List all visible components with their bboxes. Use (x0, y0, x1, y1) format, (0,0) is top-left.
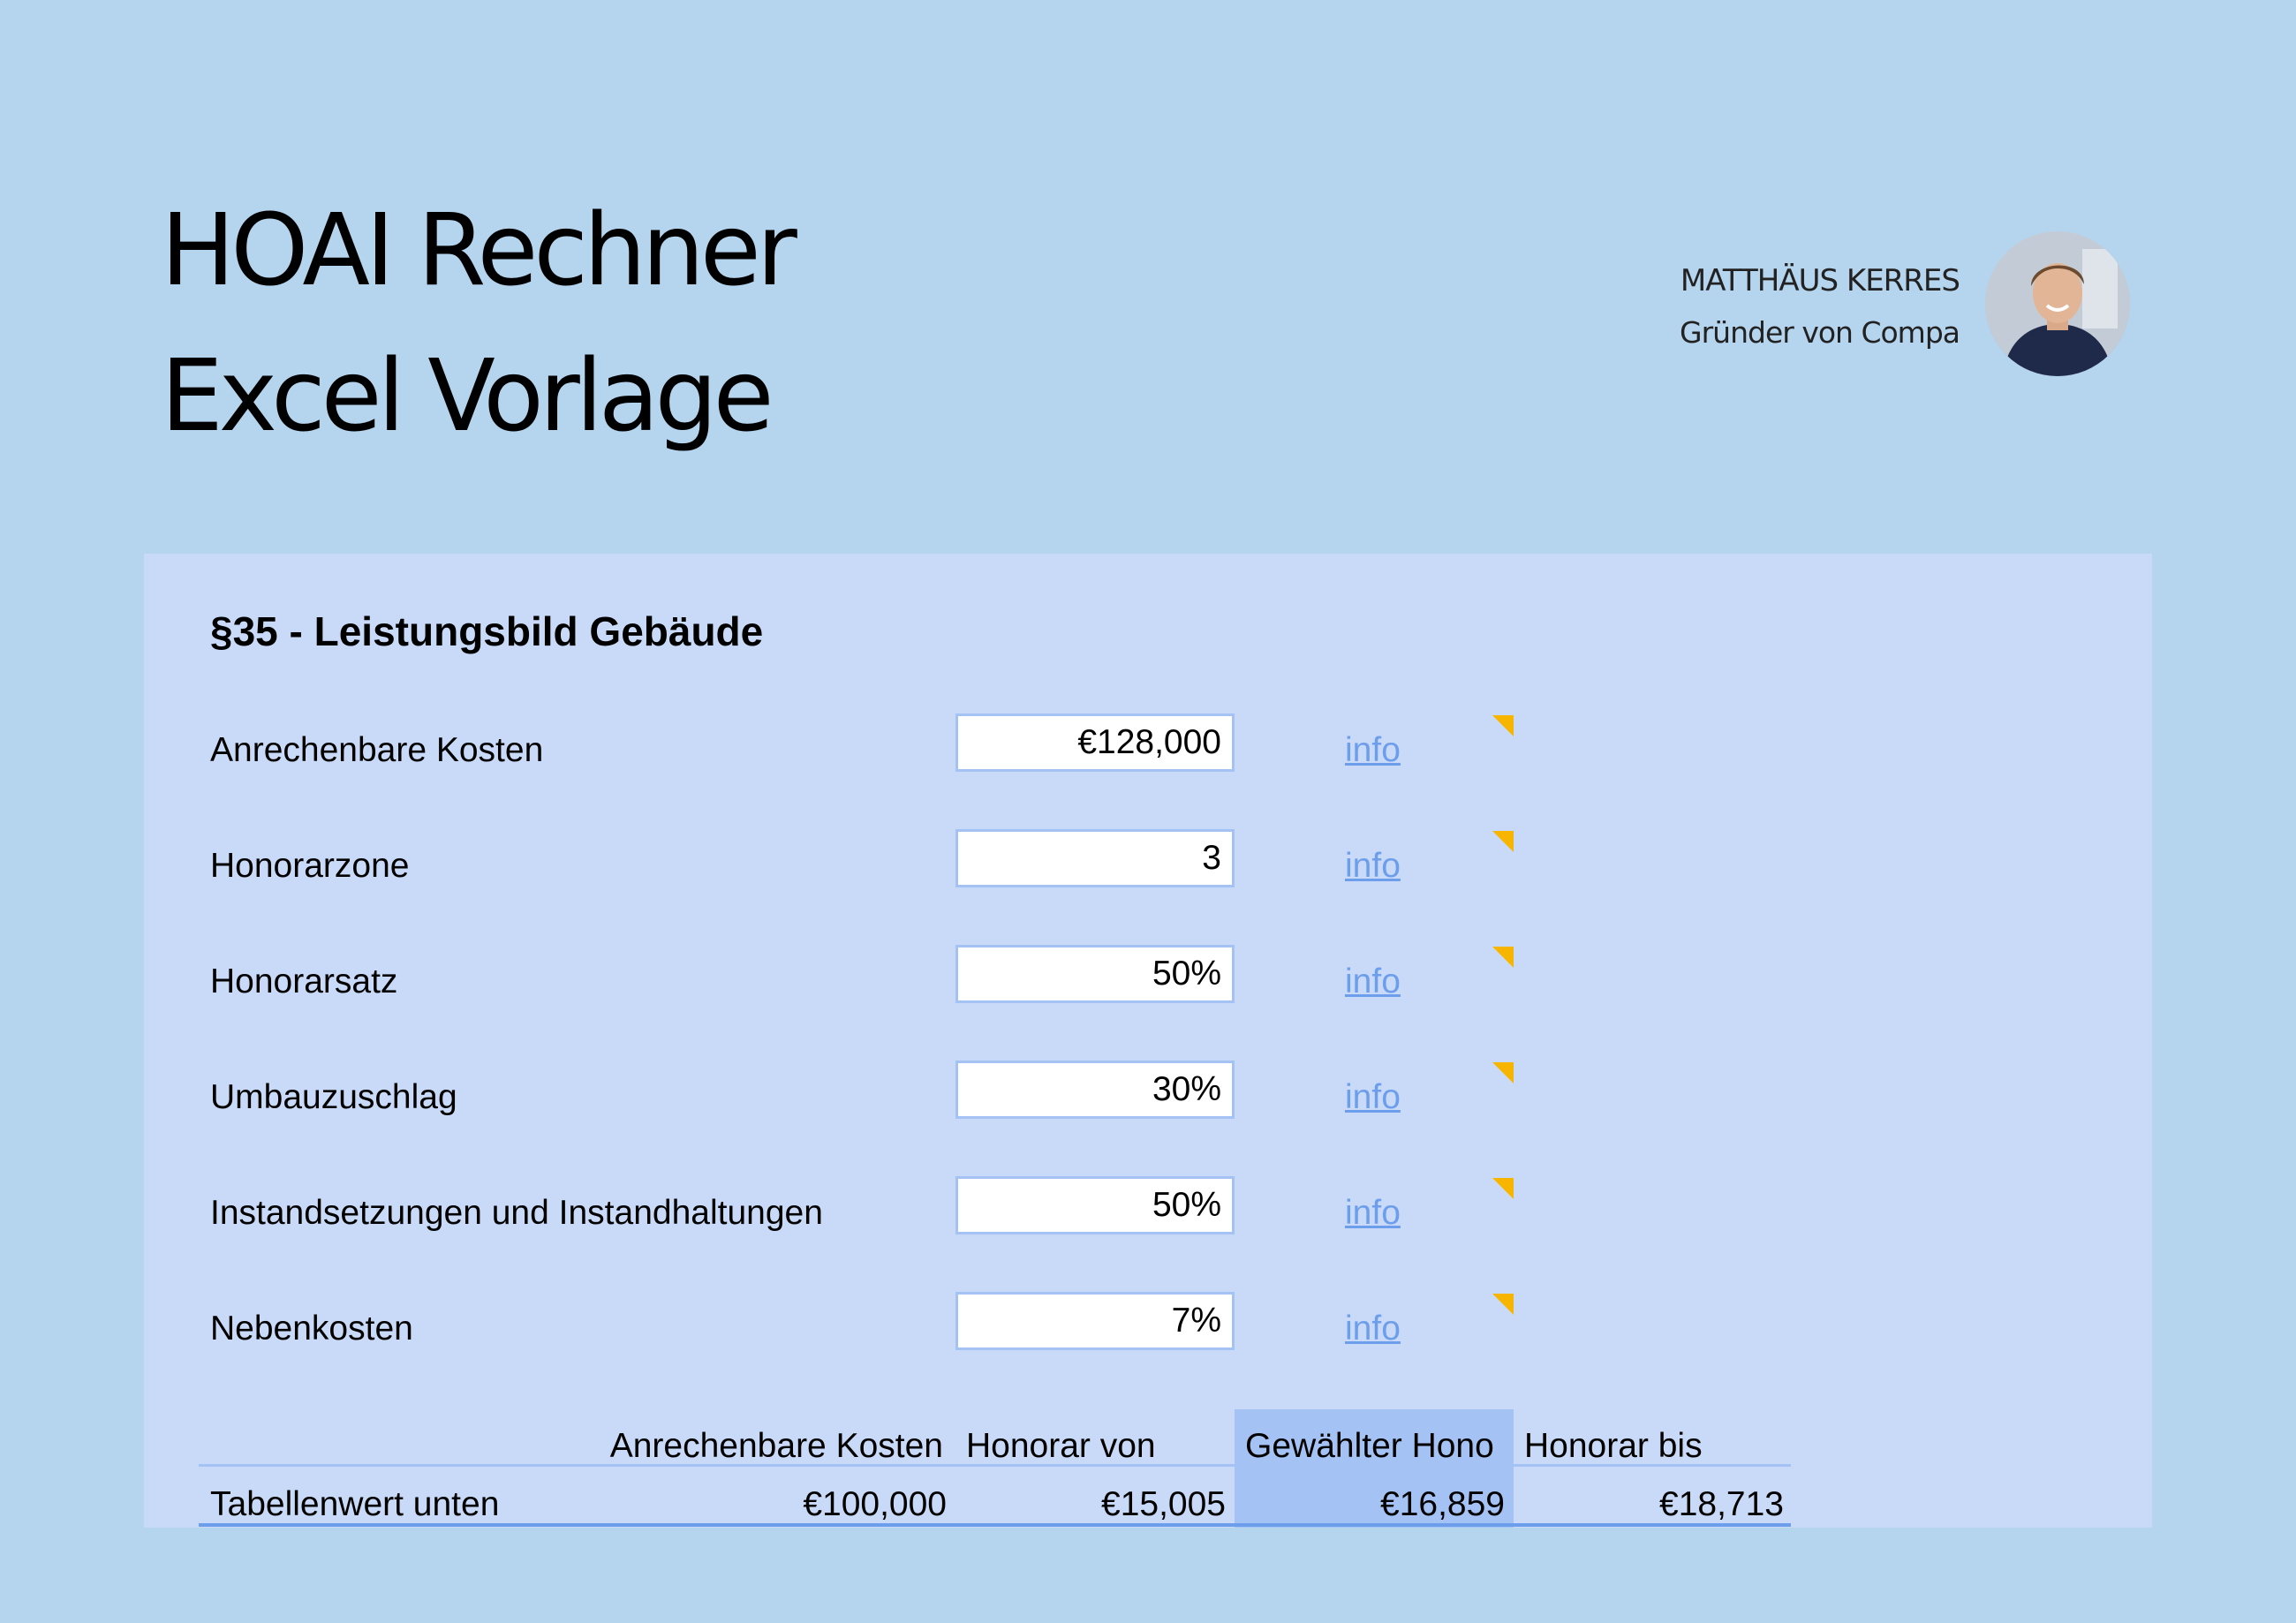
selected-column-highlight (1235, 1409, 1514, 1528)
comment-indicator-icon[interactable] (1492, 831, 1514, 852)
author-name: MATTHÄUS KERRES (1680, 263, 1960, 298)
table-cell-honorar-bis[interactable]: €18,713 (1659, 1485, 1784, 1523)
table-row-label: Tabellenwert unten (210, 1485, 500, 1523)
row-label-honorarsatz: Honorarsatz (210, 962, 398, 1000)
table-cell-honorar-von[interactable]: €15,005 (1101, 1485, 1226, 1523)
row-label-instandsetzungen: Instandsetzungen und Instandhaltungen (210, 1194, 823, 1232)
sheet-panel (144, 554, 2152, 1528)
comment-indicator-icon[interactable] (1492, 947, 1514, 968)
avatar (1985, 231, 2130, 376)
author-avatar-icon (1985, 231, 2130, 376)
section-title: §35 - Leistungsbild Gebäude (210, 608, 764, 654)
row-label-umbauzuschlag: Umbauzuschlag (210, 1078, 457, 1116)
info-link-instandsetzungen[interactable]: info (1345, 1194, 1401, 1232)
input-honorarzone[interactable]: 3 (955, 829, 1235, 887)
table-header-gewaehlter-honorar: Gewählter Hono (1245, 1429, 1494, 1463)
row-label-nebenkosten: Nebenkosten (210, 1310, 413, 1347)
input-honorarsatz[interactable]: 50% (955, 945, 1235, 1003)
row-label-honorarzone: Honorarzone (210, 847, 410, 885)
table-header-anrechenbare-kosten: Anrechenbare Kosten (609, 1427, 943, 1465)
info-link-anrechenbare-kosten[interactable]: info (1345, 731, 1401, 769)
input-umbauzuschlag[interactable]: 30% (955, 1061, 1235, 1119)
page-title-line-2: Excel Vorlage (161, 339, 774, 454)
input-instandsetzungen[interactable]: 50% (955, 1176, 1235, 1234)
table-header-divider (199, 1464, 1791, 1467)
comment-indicator-icon[interactable] (1492, 1178, 1514, 1199)
info-link-nebenkosten[interactable]: info (1345, 1310, 1401, 1347)
input-nebenkosten[interactable]: 7% (955, 1292, 1235, 1350)
comment-indicator-icon[interactable] (1492, 1062, 1514, 1083)
author-role: Gründer von Compa (1680, 315, 1960, 350)
page-title-line-1: HOAI Rechner (161, 193, 797, 308)
info-link-honorarsatz[interactable]: info (1345, 962, 1401, 1000)
row-label-anrechenbare-kosten: Anrechenbare Kosten (210, 731, 544, 769)
comment-indicator-icon[interactable] (1492, 715, 1514, 736)
table-header-honorar-bis: Honorar bis (1524, 1427, 1703, 1465)
input-anrechenbare-kosten[interactable]: €128,000 (955, 713, 1235, 772)
info-link-umbauzuschlag[interactable]: info (1345, 1078, 1401, 1116)
info-link-honorarzone[interactable]: info (1345, 847, 1401, 885)
table-cell-anrechenbare-kosten[interactable]: €100,000 (803, 1485, 947, 1523)
table-bottom-border (199, 1523, 1791, 1527)
table-header-honorar-von: Honorar von (966, 1427, 1156, 1465)
comment-indicator-icon[interactable] (1492, 1294, 1514, 1315)
table-cell-gewaehlter-honorar[interactable]: €16,859 (1380, 1485, 1505, 1523)
